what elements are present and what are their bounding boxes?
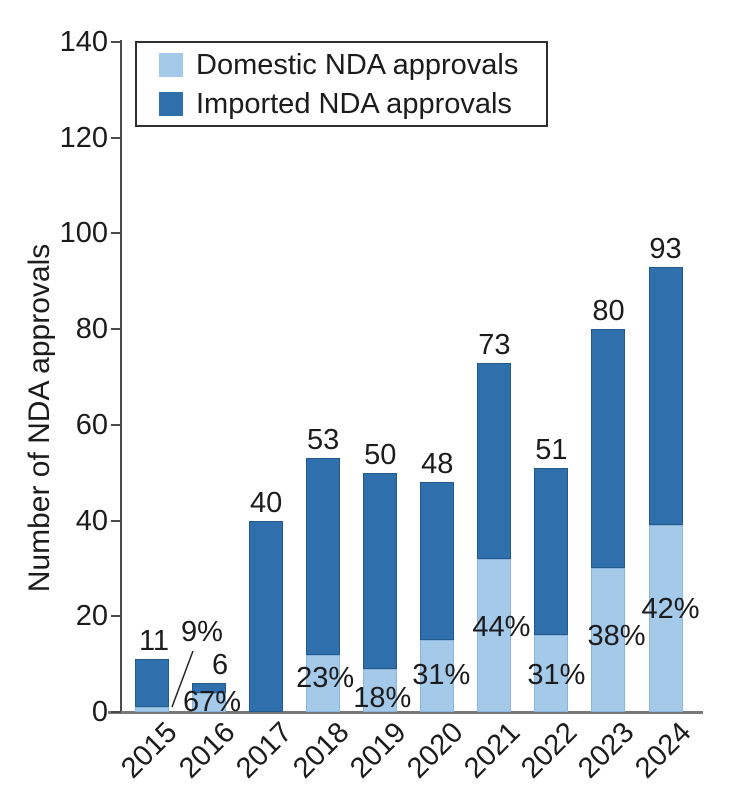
bar-segment-imported [477,362,512,559]
bar-segment-domestic [420,640,455,712]
bar-total-label: 80 [592,295,625,328]
x-tick-label: 2017 [229,716,299,785]
bar-percent-label: 44% [472,611,531,644]
bar-percent-label: 31% [527,658,586,691]
bar-segment-imported [591,329,626,569]
bar-percent-annotation: 9% [181,616,223,648]
y-tick [111,136,121,139]
x-axis-line [108,711,703,714]
bar-segment-domestic [591,568,626,712]
y-tick-label: 40 [75,504,108,537]
bar-segment-imported [420,482,455,641]
x-tick-label: 2023 [572,716,641,785]
y-tick [111,232,121,235]
bar-total-label: 73 [478,328,511,361]
bar-total-label: 48 [421,448,454,481]
y-tick-label: 80 [75,313,108,346]
bar-total-label: 40 [249,486,283,519]
bar-total-label: 53 [307,424,340,457]
x-tick-label: 2015 [115,716,184,785]
legend-label-domestic: Domestic NDA approvals [196,48,519,81]
x-tick-label: 2022 [515,716,584,785]
y-axis-line [119,40,122,713]
x-tick-label: 2024 [629,716,698,785]
y-tick [111,519,121,522]
y-tick [111,423,121,426]
legend: Domestic NDA approvals Imported NDA appr… [135,41,548,127]
bar-percent-label: 67% [183,686,242,719]
bar-total-label: 11 [138,625,170,658]
y-tick-label: 0 [91,696,108,728]
bar-segment-imported [249,520,284,712]
x-tick-label: 2021 [458,716,527,785]
bar-total-label: 50 [364,438,397,471]
x-tick-label: 2016 [172,716,241,785]
bar-total-label: 51 [535,433,568,466]
y-tick-label: 140 [59,26,108,58]
bar-segment-imported [363,472,398,669]
legend-label-imported: Imported NDA approvals [196,87,512,120]
y-tick [111,41,121,43]
y-tick [111,615,121,618]
x-tick-label: 2019 [343,716,413,785]
bar-segment-imported [534,467,569,636]
y-tick-label: 20 [75,600,108,633]
legend-item-imported: Imported NDA approvals [159,88,546,120]
bar-percent-label: 23% [296,662,355,695]
bar-percent-label: 18% [353,682,412,715]
legend-swatch-imported-icon [159,91,183,116]
bar-segment-domestic [306,654,341,712]
bar-total-label: 6 [211,649,229,682]
bar-percent-label: 31% [412,659,471,692]
bar-segment-imported [135,659,169,708]
bar-total-label: 93 [649,232,682,265]
bar-segment-domestic [648,525,683,712]
legend-item-domestic: Domestic NDA approvals [159,49,546,81]
y-tick [111,711,121,713]
bar-segment-domestic [135,707,169,712]
y-tick-label: 120 [59,121,108,154]
bar-segment-domestic [477,558,512,712]
bar-percent-label: 38% [587,620,646,653]
bar-segment-domestic [363,668,398,712]
x-tick-label: 2018 [286,716,356,785]
y-tick-label: 60 [75,408,108,441]
x-tick-label: 2020 [400,716,470,785]
bar-percent-label: 42% [641,592,700,625]
legend-swatch-domestic-icon [159,52,183,77]
bar-segment-imported [306,458,341,655]
y-tick-label: 100 [59,217,108,250]
bar-segment-domestic [534,635,569,712]
bar-segment-imported [648,266,683,526]
y-tick [111,328,121,331]
